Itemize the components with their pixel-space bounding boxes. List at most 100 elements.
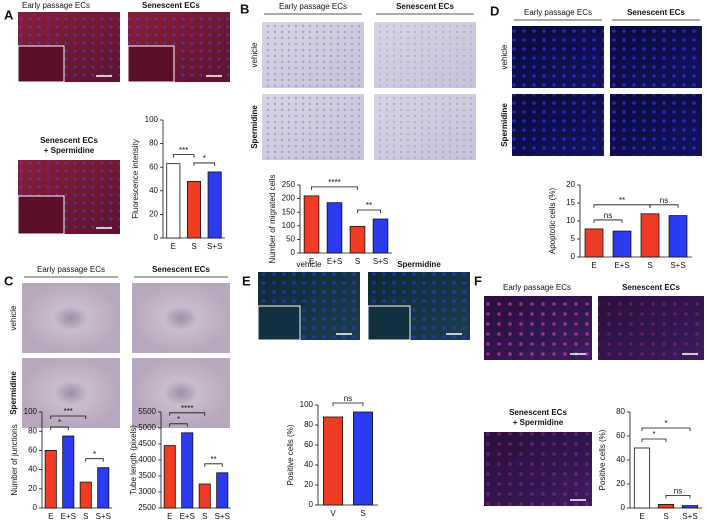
image-caption: Early passage ECs	[22, 1, 90, 10]
x-tick-label: E	[171, 242, 176, 251]
y-tick-label: 60	[616, 431, 625, 440]
y-tick-label: 20	[149, 210, 158, 219]
y-axis-label: Positive cells (%)	[286, 424, 295, 485]
significance-bracket	[649, 204, 679, 208]
y-axis-label: Number of junctions	[10, 424, 19, 495]
x-tick-label: S	[83, 512, 88, 521]
image-caption: + Spermidine	[44, 146, 95, 155]
row-label: Spermidine	[9, 371, 18, 415]
y-axis-label: Tube length (pixels)	[129, 425, 138, 495]
significance-label: *	[93, 450, 96, 459]
micrograph-texture	[374, 94, 476, 160]
y-tick-label: 3000	[138, 487, 156, 496]
bar	[207, 171, 222, 239]
significance-bracket	[593, 204, 651, 208]
x-tick-label: E+S	[61, 512, 76, 521]
bar	[198, 483, 211, 509]
y-tick-label: 0	[571, 252, 576, 261]
significance-bracket	[85, 458, 104, 462]
bar	[181, 432, 194, 509]
bar	[584, 228, 604, 258]
y-tick-label: 80	[616, 407, 625, 416]
x-tick-label: E+S	[180, 512, 195, 521]
significance-bracket	[169, 423, 188, 427]
y-tick-label: 100	[145, 115, 159, 124]
bar	[303, 195, 320, 254]
micrograph-texture	[512, 26, 604, 88]
y-tick-label: 200	[282, 194, 296, 203]
significance-label: ns	[660, 196, 668, 205]
significance-bracket	[172, 154, 195, 158]
inset	[17, 45, 65, 83]
y-axis-label: Fluorescence intensity	[131, 139, 140, 219]
image-caption: Senescent ECs	[40, 136, 98, 145]
x-tick-label: S+S	[96, 512, 111, 521]
panel-label: E	[242, 273, 251, 288]
x-tick-label: S+S	[682, 512, 697, 521]
significance-bracket	[169, 412, 206, 416]
panel-label: B	[240, 1, 249, 16]
significance-label: **	[210, 455, 216, 464]
inset	[257, 305, 301, 341]
bar	[681, 505, 699, 509]
x-tick-label: E	[639, 512, 644, 521]
x-tick-label: S	[355, 257, 360, 266]
micrograph-texture	[262, 22, 364, 88]
significance-label: **	[366, 201, 372, 210]
y-tick-label: 50	[286, 235, 295, 244]
y-tick-label: 40	[149, 186, 158, 195]
y-tick-label: 10	[566, 216, 575, 225]
significance-label: ns	[674, 487, 682, 496]
y-tick-label: 4500	[138, 439, 156, 448]
micrograph-texture	[484, 432, 592, 506]
panel-label: D	[490, 3, 499, 18]
x-tick-label: S+S	[373, 257, 388, 266]
significance-bracket	[593, 219, 623, 223]
bar	[349, 225, 366, 254]
micrograph-group	[257, 272, 470, 341]
x-tick-label: S+S	[670, 261, 685, 270]
micrograph-texture	[484, 296, 592, 360]
bar	[322, 416, 343, 506]
inset	[367, 305, 411, 341]
y-tick-label: 15	[566, 198, 575, 207]
x-tick-label: E	[167, 512, 172, 521]
micrograph-texture	[598, 296, 704, 360]
bar	[657, 503, 675, 509]
bar	[79, 481, 92, 509]
column-header: Senescent ECs	[152, 265, 210, 274]
column-header: Spermidine	[397, 260, 441, 269]
significance-label: ****	[328, 178, 340, 187]
micrograph	[132, 358, 230, 428]
micrograph-group	[22, 276, 230, 428]
y-tick-label: 60	[304, 440, 313, 449]
x-tick-label: S	[202, 512, 207, 521]
x-tick-label: E	[309, 257, 314, 266]
micrograph-texture	[610, 94, 702, 156]
column-header: vehicle	[297, 260, 322, 269]
panel-label: A	[4, 7, 14, 22]
y-tick-label: 20	[566, 180, 575, 189]
micrograph-group	[484, 296, 704, 506]
bar-chart: 0 20 40 60 80 Positive cells (%) E S S+S * * ns	[598, 407, 702, 521]
significance-bracket	[50, 415, 87, 419]
y-tick-label: 0	[33, 503, 38, 512]
significance-bracket	[332, 402, 364, 406]
significance-label: ***	[64, 407, 73, 416]
row-label: Spermidine	[250, 105, 259, 149]
bar-chart: 0 20 40 60 80 100 Positive cells (%) V Sns	[286, 394, 378, 518]
bar	[326, 202, 343, 254]
y-axis-label: Positive cells (%)	[598, 429, 607, 490]
bar	[166, 163, 181, 239]
micrograph-texture	[262, 94, 364, 160]
significance-label: *	[664, 419, 667, 428]
x-tick-label: S	[663, 512, 668, 521]
y-tick-label: 40	[28, 465, 37, 474]
significance-label: *	[177, 415, 180, 424]
micrograph-texture	[374, 22, 476, 88]
significance-bracket	[665, 495, 691, 499]
y-tick-label: 20	[28, 484, 37, 493]
y-tick-label: 100	[24, 407, 38, 416]
y-tick-label: 80	[149, 139, 158, 148]
